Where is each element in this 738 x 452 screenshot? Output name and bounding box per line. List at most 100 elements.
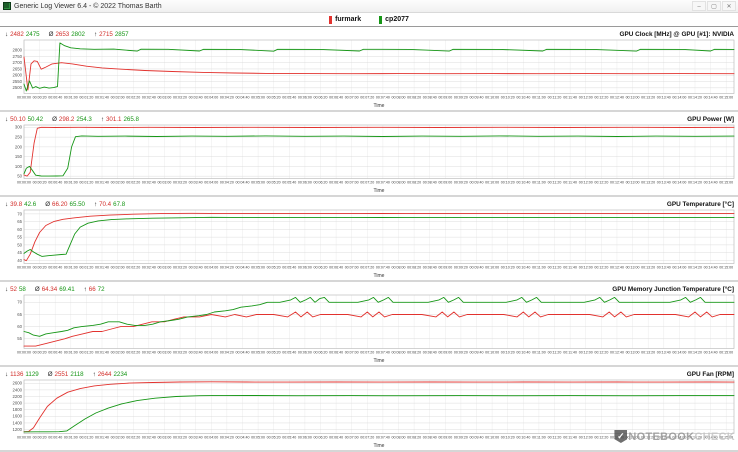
chart-panel-gpu-power: ↓ 50.10 50.42 Ø 298.2 254.3 ↑ 301.1 265.8 GPU Po… (0, 112, 738, 197)
svg-text:00:13:00: 00:13:00 (626, 436, 640, 440)
maximize-button[interactable]: ▢ (707, 1, 721, 11)
svg-text:00:02:00: 00:02:00 (111, 181, 125, 185)
svg-text:00:10:20: 00:10:20 (501, 266, 515, 270)
svg-text:1400: 1400 (12, 420, 22, 425)
svg-text:00:12:00: 00:12:00 (579, 351, 593, 355)
svg-text:00:11:40: 00:11:40 (563, 181, 577, 185)
svg-text:00:01:00: 00:01:00 (64, 436, 78, 440)
svg-text:00:01:40: 00:01:40 (95, 181, 109, 185)
gpu-fan-plot[interactable]: 00:00:00 00:00:20 00:00:40 00:01:00 00:01:20… (0, 379, 738, 452)
legend-item-cp2077[interactable]: cp2077 (379, 15, 409, 24)
svg-text:00:06:40: 00:06:40 (329, 181, 343, 185)
gpu-memory-junction-title: GPU Memory Junction Temperature [°C] (612, 285, 734, 293)
svg-text:00:01:40: 00:01:40 (95, 436, 109, 440)
svg-text:00:10:00: 00:10:00 (485, 266, 499, 270)
svg-text:00:05:20: 00:05:20 (267, 351, 281, 355)
svg-text:00:10:20: 00:10:20 (501, 351, 515, 355)
svg-text:00:09:40: 00:09:40 (470, 96, 484, 100)
svg-text:00:00:20: 00:00:20 (33, 351, 47, 355)
svg-text:00:03:20: 00:03:20 (173, 181, 187, 185)
svg-text:00:01:40: 00:01:40 (95, 266, 109, 270)
svg-text:00:10:20: 00:10:20 (501, 96, 515, 100)
svg-text:2400: 2400 (12, 387, 22, 392)
gpu-power-stats: ↓ 50.10 50.42 Ø 298.2 254.3 ↑ 301.1 265.8 (5, 115, 139, 123)
svg-text:00:09:00: 00:09:00 (438, 181, 452, 185)
svg-text:00:04:40: 00:04:40 (235, 351, 249, 355)
svg-text:70: 70 (17, 211, 22, 216)
svg-text:00:03:40: 00:03:40 (189, 96, 203, 100)
svg-text:00:07:20: 00:07:20 (360, 96, 374, 100)
gpu-clock-plot[interactable]: 00:00:00 00:00:20 00:00:40 00:01:00 00:01:20… (0, 39, 738, 112)
svg-text:00:04:40: 00:04:40 (235, 181, 249, 185)
svg-text:00:08:20: 00:08:20 (407, 351, 421, 355)
svg-text:00:00:20: 00:00:20 (33, 266, 47, 270)
svg-text:00:14:20: 00:14:20 (688, 96, 702, 100)
svg-text:300: 300 (15, 125, 23, 130)
svg-text:00:11:00: 00:11:00 (532, 436, 546, 440)
svg-text:00:09:20: 00:09:20 (454, 436, 468, 440)
app-icon (3, 2, 11, 10)
svg-text:00:03:00: 00:03:00 (157, 351, 171, 355)
svg-text:00:13:00: 00:13:00 (626, 266, 640, 270)
svg-text:00:02:20: 00:02:20 (126, 351, 140, 355)
svg-text:1200: 1200 (12, 427, 22, 432)
svg-text:00:04:40: 00:04:40 (235, 96, 249, 100)
svg-text:00:09:00: 00:09:00 (438, 351, 452, 355)
svg-text:00:02:40: 00:02:40 (142, 351, 156, 355)
close-button[interactable]: ✕ (722, 1, 736, 11)
svg-text:Time: Time (374, 358, 385, 364)
gpu-memory-junction-plot[interactable]: 00:00:00 00:00:20 00:00:40 00:01:00 00:01:20… (0, 294, 738, 367)
svg-text:2000: 2000 (12, 401, 22, 406)
legend-item-furmark[interactable]: furmark (329, 15, 361, 24)
svg-text:65: 65 (17, 219, 22, 224)
svg-text:00:02:20: 00:02:20 (126, 436, 140, 440)
svg-text:00:05:20: 00:05:20 (267, 181, 281, 185)
svg-text:00:15:00: 00:15:00 (719, 436, 733, 440)
svg-text:00:09:20: 00:09:20 (454, 351, 468, 355)
svg-text:00:14:40: 00:14:40 (704, 436, 718, 440)
svg-text:00:07:40: 00:07:40 (376, 181, 390, 185)
gpu-temperature-plot[interactable]: 00:00:00 00:00:20 00:00:40 00:01:00 00:01:20… (0, 209, 738, 282)
svg-text:00:11:20: 00:11:20 (548, 181, 562, 185)
svg-text:00:12:20: 00:12:20 (594, 181, 608, 185)
svg-text:100: 100 (15, 164, 23, 169)
svg-text:00:01:20: 00:01:20 (79, 351, 93, 355)
svg-text:00:01:20: 00:01:20 (79, 96, 93, 100)
svg-text:00:03:40: 00:03:40 (189, 181, 203, 185)
gpu-power-plot[interactable]: 00:00:00 00:00:20 00:00:40 00:01:00 00:01:20… (0, 124, 738, 197)
svg-text:00:03:20: 00:03:20 (173, 266, 187, 270)
gpu-fan-title: GPU Fan [RPM] (686, 370, 734, 378)
svg-text:00:12:00: 00:12:00 (579, 96, 593, 100)
svg-text:00:10:00: 00:10:00 (485, 96, 499, 100)
svg-text:00:02:20: 00:02:20 (126, 181, 140, 185)
svg-text:00:02:00: 00:02:00 (111, 436, 125, 440)
svg-text:00:14:00: 00:14:00 (672, 436, 686, 440)
svg-text:00:04:20: 00:04:20 (220, 96, 234, 100)
gpu-clock-title: GPU Clock [MHz] @ GPU [#1]: NVIDIA (619, 30, 734, 38)
svg-text:00:11:20: 00:11:20 (548, 266, 562, 270)
svg-text:00:08:00: 00:08:00 (392, 96, 406, 100)
svg-text:00:13:40: 00:13:40 (657, 266, 671, 270)
svg-text:00:00:40: 00:00:40 (48, 96, 62, 100)
chart-panel-gpu-memory-junction-temperature: ↓ 52 58 Ø 64.34 69.41 ↑ 66 72 GPU Memory Junctio… (0, 282, 738, 367)
svg-text:00:10:40: 00:10:40 (516, 96, 530, 100)
svg-text:00:07:00: 00:07:00 (345, 436, 359, 440)
svg-text:00:15:00: 00:15:00 (719, 181, 733, 185)
svg-text:00:09:00: 00:09:00 (438, 436, 452, 440)
svg-text:00:12:40: 00:12:40 (610, 96, 624, 100)
svg-text:00:11:20: 00:11:20 (548, 96, 562, 100)
svg-text:00:13:00: 00:13:00 (626, 351, 640, 355)
svg-text:00:08:20: 00:08:20 (407, 181, 421, 185)
svg-text:00:00:40: 00:00:40 (48, 436, 62, 440)
svg-text:00:03:00: 00:03:00 (157, 96, 171, 100)
svg-text:00:14:40: 00:14:40 (704, 181, 718, 185)
svg-text:00:07:40: 00:07:40 (376, 266, 390, 270)
svg-text:00:06:40: 00:06:40 (329, 96, 343, 100)
svg-text:00:08:00: 00:08:00 (392, 351, 406, 355)
svg-text:00:00:40: 00:00:40 (48, 181, 62, 185)
gpu-temperature-stats: ↓ 39.8 42.6 Ø 66.20 65.50 ↑ 70.4 67.8 (5, 200, 126, 208)
svg-text:00:07:00: 00:07:00 (345, 266, 359, 270)
minimize-button[interactable]: – (692, 1, 706, 11)
svg-text:00:10:40: 00:10:40 (516, 351, 530, 355)
svg-text:2550: 2550 (12, 79, 22, 84)
